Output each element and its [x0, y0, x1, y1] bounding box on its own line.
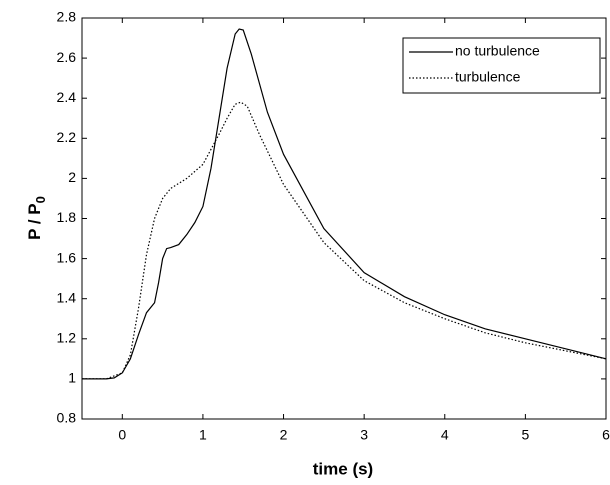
y-axis-label: P / P0	[25, 196, 48, 240]
data-line	[82, 28, 607, 380]
y-tick-label: 1.2	[57, 330, 77, 346]
y-tick-label: 1.4	[57, 289, 77, 305]
y-tick-label: 2	[68, 169, 76, 185]
y-axis-label-main: P / P	[25, 203, 44, 240]
x-axis-label: time (s)	[313, 459, 373, 478]
x-tick-label: 3	[360, 427, 368, 443]
legend-label: turbulence	[455, 69, 521, 85]
y-tick-label: 1.6	[57, 249, 77, 265]
y-tick-label: 0.8	[57, 410, 77, 426]
y-tick-label: 2.8	[57, 9, 77, 25]
y-tick-label: 2.4	[57, 89, 77, 105]
x-tick-label: 6	[602, 427, 610, 443]
y-tick-label: 1.8	[57, 209, 77, 225]
x-tick-label: 2	[280, 427, 288, 443]
y-tick-label: 1	[68, 370, 76, 386]
y-tick-label: 2.2	[57, 129, 77, 145]
y-axis-label-subscript: 0	[33, 196, 48, 203]
x-tick-label: 5	[521, 427, 529, 443]
x-tick-label: 0	[118, 427, 126, 443]
y-tick-label: 2.6	[57, 49, 77, 65]
legend-label: no turbulence	[455, 43, 540, 59]
x-tick-label: 1	[199, 427, 207, 443]
legend-box	[402, 37, 601, 94]
x-tick-label: 4	[441, 427, 449, 443]
